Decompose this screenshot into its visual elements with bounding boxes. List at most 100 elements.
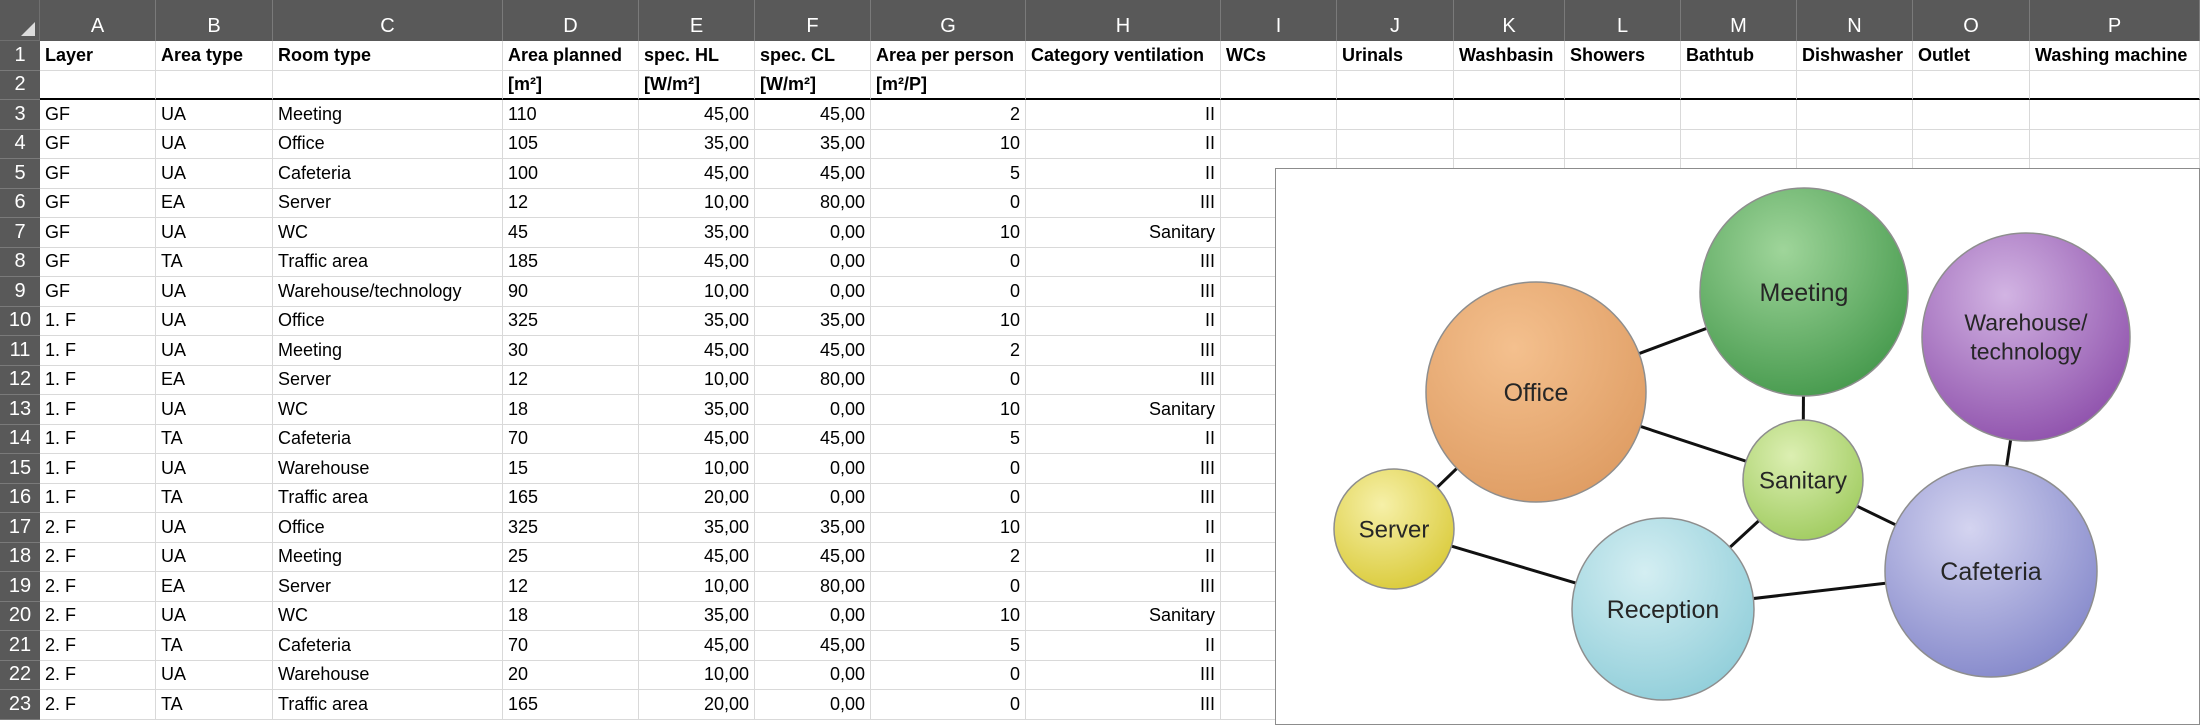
unit-cell[interactable]	[1026, 70, 1221, 100]
table-cell[interactable]: 35,00	[755, 129, 871, 159]
table-cell[interactable]: III	[1026, 660, 1221, 690]
table-cell[interactable]: 105	[503, 129, 639, 159]
table-cell[interactable]: 45,00	[755, 100, 871, 130]
table-cell[interactable]: III	[1026, 365, 1221, 395]
table-cell[interactable]: Warehouse	[273, 454, 503, 484]
table-cell[interactable]: 10	[871, 306, 1026, 336]
table-cell[interactable]: 1. F	[40, 365, 156, 395]
row-header-10[interactable]: 10	[0, 306, 40, 336]
row-header-11[interactable]: 11	[0, 336, 40, 366]
table-cell[interactable]: 0	[871, 690, 1026, 720]
table-cell[interactable]: 35,00	[755, 306, 871, 336]
unit-cell[interactable]	[273, 70, 503, 100]
header-cell[interactable]: Dishwasher	[1797, 41, 1913, 71]
table-cell[interactable]: Warehouse	[273, 660, 503, 690]
row-header-8[interactable]: 8	[0, 247, 40, 277]
table-cell[interactable]: UA	[156, 601, 273, 631]
table-cell[interactable]: UA	[156, 454, 273, 484]
table-cell[interactable]: 2. F	[40, 572, 156, 602]
table-cell[interactable]: Office	[273, 306, 503, 336]
table-cell[interactable]: 0,00	[755, 601, 871, 631]
empty-cell[interactable]	[1913, 129, 2030, 159]
table-cell[interactable]: 0	[871, 188, 1026, 218]
empty-cell[interactable]	[2030, 100, 2200, 130]
table-cell[interactable]: 45,00	[755, 542, 871, 572]
header-cell[interactable]: Category ventilation	[1026, 41, 1221, 71]
table-cell[interactable]: III	[1026, 188, 1221, 218]
empty-cell[interactable]	[1221, 100, 1337, 130]
column-header-e[interactable]: E	[639, 0, 755, 41]
column-header-f[interactable]: F	[755, 0, 871, 41]
table-cell[interactable]: Office	[273, 513, 503, 543]
table-cell[interactable]: 30	[503, 336, 639, 366]
table-cell[interactable]: III	[1026, 690, 1221, 720]
table-cell[interactable]: 10	[871, 218, 1026, 248]
table-cell[interactable]: 10,00	[639, 660, 755, 690]
table-cell[interactable]: 10	[871, 513, 1026, 543]
table-cell[interactable]: UA	[156, 277, 273, 307]
column-header-p[interactable]: P	[2030, 0, 2200, 41]
empty-cell[interactable]	[1337, 100, 1454, 130]
table-cell[interactable]: Meeting	[273, 542, 503, 572]
empty-cell[interactable]	[1913, 100, 2030, 130]
table-cell[interactable]: 0,00	[755, 218, 871, 248]
bubble-cafeteria[interactable]	[1884, 464, 2098, 678]
table-cell[interactable]: 100	[503, 159, 639, 189]
table-cell[interactable]: 0,00	[755, 247, 871, 277]
table-cell[interactable]: UA	[156, 336, 273, 366]
table-cell[interactable]: 35,00	[639, 218, 755, 248]
table-cell[interactable]: 325	[503, 513, 639, 543]
column-header-o[interactable]: O	[1913, 0, 2030, 41]
table-cell[interactable]: 45,00	[755, 424, 871, 454]
table-cell[interactable]: 2. F	[40, 690, 156, 720]
column-header-m[interactable]: M	[1681, 0, 1797, 41]
empty-cell[interactable]	[1681, 129, 1797, 159]
table-cell[interactable]: Sanitary	[1026, 395, 1221, 425]
table-cell[interactable]: 20,00	[639, 690, 755, 720]
column-header-g[interactable]: G	[871, 0, 1026, 41]
unit-cell[interactable]	[156, 70, 273, 100]
table-cell[interactable]: 70	[503, 424, 639, 454]
table-cell[interactable]: WC	[273, 218, 503, 248]
column-header-b[interactable]: B	[156, 0, 273, 41]
table-cell[interactable]: Office	[273, 129, 503, 159]
table-cell[interactable]: UA	[156, 660, 273, 690]
row-header-14[interactable]: 14	[0, 424, 40, 454]
table-cell[interactable]: 45,00	[755, 159, 871, 189]
table-cell[interactable]: GF	[40, 159, 156, 189]
column-header-d[interactable]: D	[503, 0, 639, 41]
header-cell[interactable]: Showers	[1565, 41, 1681, 71]
table-cell[interactable]: 5	[871, 159, 1026, 189]
row-header-3[interactable]: 3	[0, 100, 40, 130]
table-cell[interactable]: 18	[503, 395, 639, 425]
header-cell[interactable]: Outlet	[1913, 41, 2030, 71]
table-cell[interactable]: 5	[871, 631, 1026, 661]
column-header-c[interactable]: C	[273, 0, 503, 41]
unit-cell[interactable]: [m²/P]	[871, 70, 1026, 100]
table-cell[interactable]: 0,00	[755, 483, 871, 513]
select-all-corner[interactable]	[0, 0, 40, 41]
table-cell[interactable]: UA	[156, 100, 273, 130]
table-cell[interactable]: 1. F	[40, 483, 156, 513]
table-cell[interactable]: TA	[156, 690, 273, 720]
bubble-warehouse[interactable]	[1921, 232, 2131, 442]
table-cell[interactable]: GF	[40, 247, 156, 277]
table-cell[interactable]: GF	[40, 129, 156, 159]
table-cell[interactable]: 0	[871, 572, 1026, 602]
table-cell[interactable]: 165	[503, 690, 639, 720]
table-cell[interactable]: 1. F	[40, 454, 156, 484]
table-cell[interactable]: UA	[156, 159, 273, 189]
column-header-a[interactable]: A	[40, 0, 156, 41]
table-cell[interactable]: II	[1026, 159, 1221, 189]
table-cell[interactable]: 45,00	[639, 247, 755, 277]
row-header-16[interactable]: 16	[0, 483, 40, 513]
table-cell[interactable]: 0	[871, 483, 1026, 513]
table-cell[interactable]: 35,00	[639, 129, 755, 159]
header-cell[interactable]: spec. HL	[639, 41, 755, 71]
bubble-meeting[interactable]	[1699, 187, 1909, 397]
bubble-office[interactable]	[1425, 281, 1647, 503]
row-header-22[interactable]: 22	[0, 660, 40, 690]
table-cell[interactable]: TA	[156, 424, 273, 454]
table-cell[interactable]: 35,00	[639, 306, 755, 336]
table-cell[interactable]: III	[1026, 483, 1221, 513]
